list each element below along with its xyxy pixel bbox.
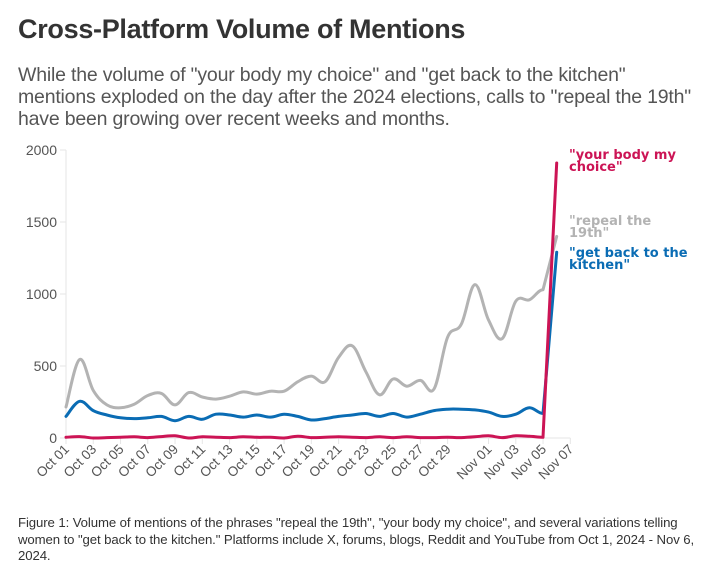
series-line-get-back-to-the-kitchen: [64, 250, 559, 423]
y-tick-label: 0: [49, 430, 57, 446]
y-tick-label: 2000: [26, 142, 57, 158]
chart-subtitle: While the volume of "your body my choice…: [18, 64, 692, 130]
series-label-repeal-the-19th: 19th": [569, 226, 609, 241]
series-line-your-body-my-choice: [64, 161, 559, 440]
series-label-your-body-my-choice: choice": [569, 160, 623, 175]
y-tick-label: 1500: [26, 214, 57, 230]
y-tick-label: 1000: [26, 286, 57, 302]
series-label-repeal-the-19th: "repeal the: [569, 214, 651, 229]
series-label-get-back-to-the-kitchen: kitchen": [569, 258, 630, 273]
series-label-your-body-my-choice: "your body my: [569, 148, 676, 163]
figure-caption: Figure 1: Volume of mentions of the phra…: [18, 515, 695, 563]
series-label-get-back-to-the-kitchen: "get back to the: [569, 246, 688, 261]
series-lines: [64, 161, 559, 440]
y-tick-label: 500: [34, 358, 58, 374]
chart-title: Cross-Platform Volume of Mentions: [18, 14, 466, 44]
series-line-repeal-the-19th: [64, 234, 559, 410]
